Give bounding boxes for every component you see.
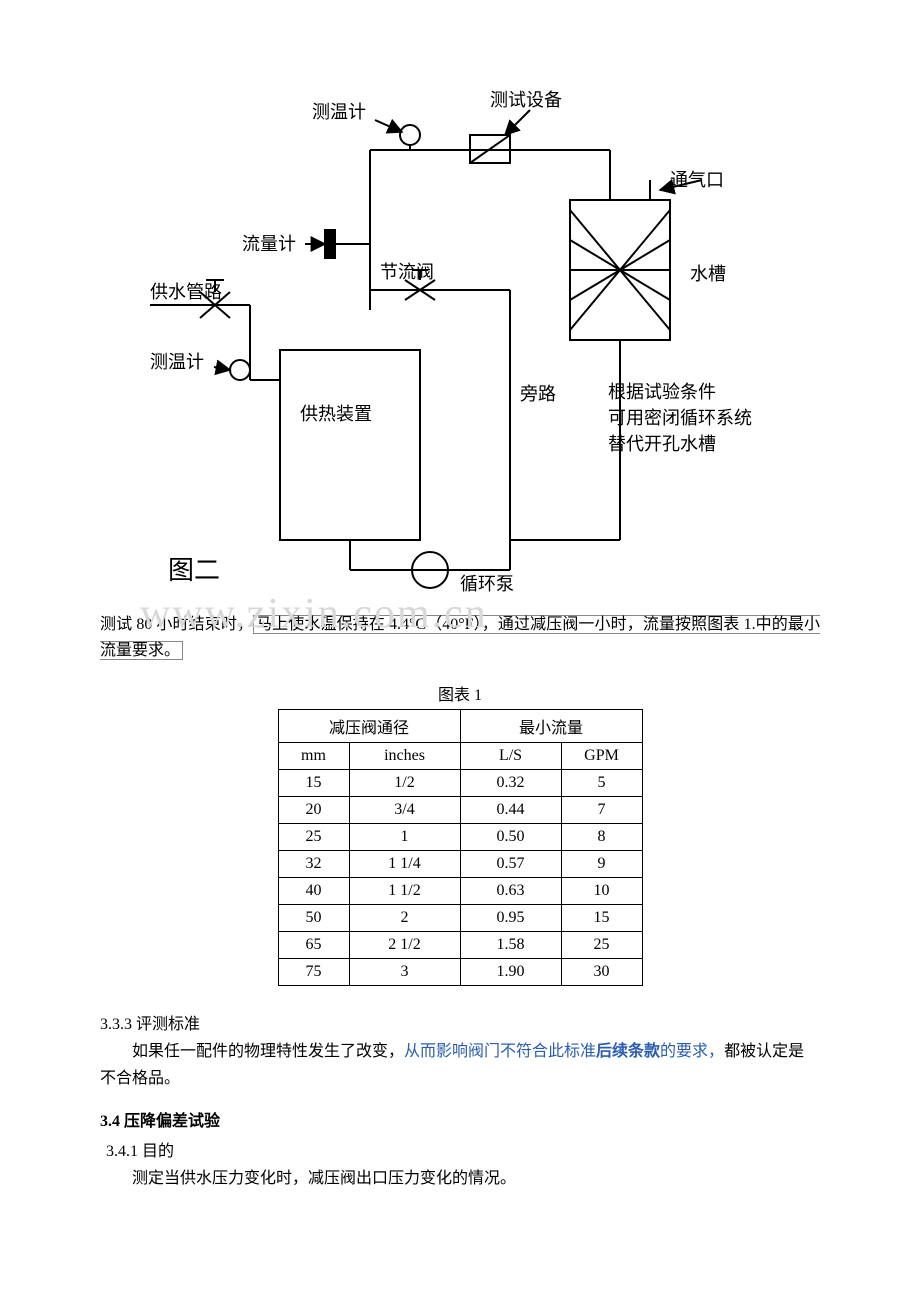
table-cell: 30 [561, 959, 642, 986]
table-cell: 0.95 [460, 905, 561, 932]
table-cell: 1.90 [460, 959, 561, 986]
table-cell: 0.57 [460, 851, 561, 878]
figure-caption: 图二 [168, 550, 220, 587]
table-row: 5020.9515 [278, 905, 642, 932]
table-cell: 65 [278, 932, 349, 959]
heater-label: 供热装置 [300, 400, 372, 426]
table-cell: 9 [561, 851, 642, 878]
table-row: 7531.9030 [278, 959, 642, 986]
section-333-heading: 3.3.3 评测标准 [100, 1010, 820, 1034]
bypass-label: 旁路 [520, 380, 556, 406]
table-cell: 1 1/2 [349, 878, 460, 905]
paragraph-after-fig: 测试 80 小时结束时，马上使水温保持在 4.4°C（40°F），通过减压阀一小… [100, 612, 820, 663]
throttle-valve-label: 节流阀 [380, 258, 434, 284]
table-cell: 3 [349, 959, 460, 986]
table-cell: 1.58 [460, 932, 561, 959]
section-341-body: 测定当供水压力变化时，减压阀出口压力变化的情况。 [100, 1165, 820, 1192]
table-cell: 25 [278, 824, 349, 851]
table-cell: 50 [278, 905, 349, 932]
table-cell: 5 [561, 770, 642, 797]
supply-pipe-label: 供水管路 [150, 278, 222, 304]
section-34-heading: 3.4 压降偏差试验 [100, 1107, 820, 1131]
s333-d: 的要求， [660, 1043, 724, 1060]
table-col-mm: mm [278, 743, 349, 770]
table-cell: 0.50 [460, 824, 561, 851]
table-cell: 75 [278, 959, 349, 986]
table-cell: 0.44 [460, 797, 561, 824]
table-cell: 20 [278, 797, 349, 824]
diagram-svg [150, 80, 770, 600]
table-cell: 1 [349, 824, 460, 851]
table-row: 2510.508 [278, 824, 642, 851]
table-row: 321 1/40.579 [278, 851, 642, 878]
table-cell: 1/2 [349, 770, 460, 797]
test-equipment-label: 测试设备 [490, 86, 562, 112]
section-341-heading: 3.4.1 目的 [106, 1137, 820, 1161]
table-header-left: 减压阀通径 [278, 710, 460, 743]
table-row: 652 1/21.5825 [278, 932, 642, 959]
s333-a: 如果任一配件的物理特性发生了改变， [132, 1043, 404, 1060]
table-cell: 15 [561, 905, 642, 932]
table-cell: 2 1/2 [349, 932, 460, 959]
s333-b: 从而影响阀门不符合此标准 [404, 1043, 596, 1060]
table-cell: 2 [349, 905, 460, 932]
note-line2: 可用密闭循环系统 [608, 404, 752, 430]
table-cell: 15 [278, 770, 349, 797]
table-title: 图表 1 [100, 681, 820, 705]
table-header-right: 最小流量 [460, 710, 642, 743]
table-cell: 0.63 [460, 878, 561, 905]
table-cell: 3/4 [349, 797, 460, 824]
thermometer-top-label: 测温计 [312, 98, 366, 124]
note-line1: 根据试验条件 [608, 378, 716, 404]
para1-part-a: 测试 80 小时结束时， [100, 616, 253, 633]
table-row: 203/40.447 [278, 797, 642, 824]
table-col-GPM: GPM [561, 743, 642, 770]
water-tank-label: 水槽 [690, 260, 726, 286]
table-cell: 0.32 [460, 770, 561, 797]
table-cell: 8 [561, 824, 642, 851]
note-line3: 替代开孔水槽 [608, 430, 716, 456]
diagram-figure: 测温计 测试设备 通气口 流量计 节流阀 水槽 供水管路 测温计 供热装置 旁路… [150, 80, 770, 600]
table-row: 151/20.325 [278, 770, 642, 797]
pump-label: 循环泵 [460, 570, 514, 596]
flow-meter-label: 流量计 [242, 230, 296, 256]
table-row: 401 1/20.6310 [278, 878, 642, 905]
table-cell: 32 [278, 851, 349, 878]
table-cell: 1 1/4 [349, 851, 460, 878]
section-333-body: 如果任一配件的物理特性发生了改变，从而影响阀门不符合此标准后续条款的要求，都被认… [100, 1038, 820, 1092]
vent-label: 通气口 [670, 166, 724, 192]
thermometer-left-label: 测温计 [150, 348, 204, 374]
table-col-L/S: L/S [460, 743, 561, 770]
table-cell: 25 [561, 932, 642, 959]
s333-c: 后续条款 [596, 1043, 660, 1060]
table-cell: 7 [561, 797, 642, 824]
table-cell: 10 [561, 878, 642, 905]
flow-rate-table: 减压阀通径 最小流量 mminchesL/SGPM 151/20.325203/… [278, 709, 643, 986]
table-cell: 40 [278, 878, 349, 905]
table-col-inches: inches [349, 743, 460, 770]
